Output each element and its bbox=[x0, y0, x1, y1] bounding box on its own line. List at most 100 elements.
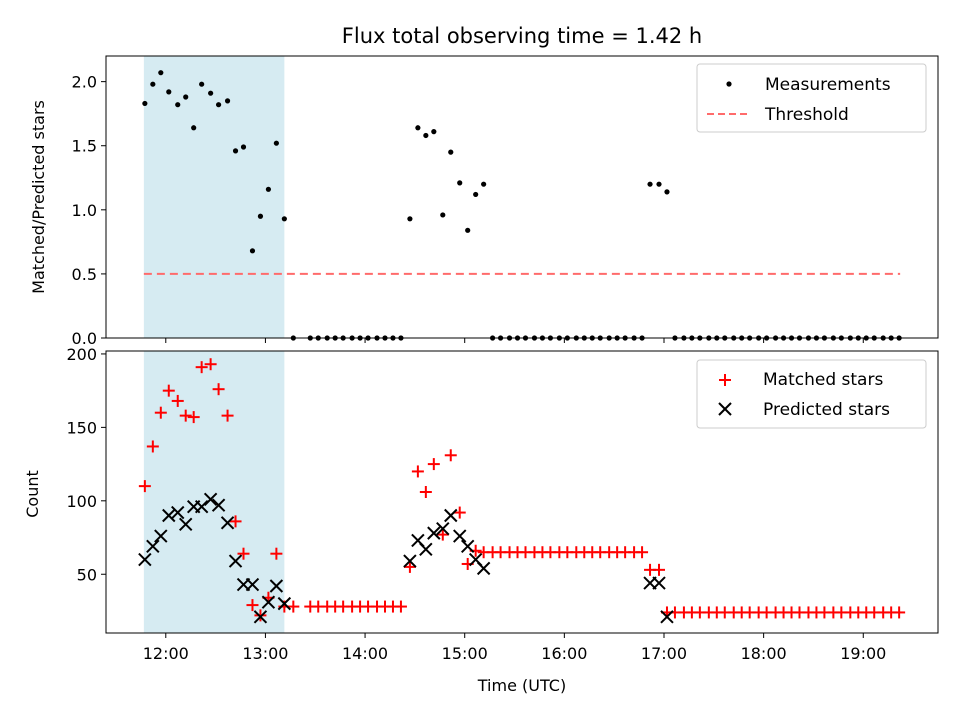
predicted-star-point bbox=[419, 542, 433, 556]
matched-star-point bbox=[187, 411, 200, 424]
predicted-star-point bbox=[427, 526, 441, 540]
predicted-star-point bbox=[444, 508, 458, 523]
legend-matched-label: Matched stars bbox=[763, 370, 883, 390]
top-legend-box bbox=[696, 63, 927, 133]
matched-star-point bbox=[411, 465, 424, 478]
measurement-point bbox=[448, 149, 454, 155]
xtick-label: 16:00 bbox=[541, 644, 587, 663]
measurement-point bbox=[465, 227, 471, 233]
matched-star-point bbox=[246, 599, 259, 612]
predicted-star-point bbox=[453, 529, 467, 543]
predicted-star-point bbox=[154, 529, 168, 543]
bottom-ytick-label: 150 bbox=[66, 418, 97, 437]
matched-star-point bbox=[146, 440, 159, 453]
xtick-label: 14:00 bbox=[342, 644, 388, 663]
predicted-star-point bbox=[162, 508, 176, 523]
predicted-star-point bbox=[228, 554, 243, 568]
measurement-point bbox=[457, 180, 463, 186]
measurement-point bbox=[175, 102, 181, 108]
measurement-point bbox=[281, 216, 287, 222]
measurement-point bbox=[407, 216, 413, 222]
xtick-label: 13:00 bbox=[242, 644, 288, 663]
matched-star-point bbox=[427, 458, 440, 471]
matched-star-point bbox=[162, 384, 175, 397]
matched-star-point bbox=[636, 546, 649, 559]
measurement-point bbox=[473, 191, 479, 198]
legend-predicted-marker bbox=[718, 402, 732, 416]
predicted-star-point bbox=[253, 610, 268, 624]
top-panel: 0.0 0.5 1.0 1.5 2.0 Flux total observing tim… bbox=[29, 24, 939, 348]
matched-star-point bbox=[893, 606, 906, 619]
legend-measurements-label: Measurements bbox=[765, 75, 891, 95]
measurement-point bbox=[656, 181, 662, 187]
matched-star-point bbox=[394, 600, 407, 613]
measurement-point bbox=[183, 94, 189, 100]
bottom-y-axis-label: Count bbox=[23, 470, 42, 518]
measurement-point bbox=[191, 125, 197, 131]
measurement-point bbox=[249, 248, 256, 254]
predicted-star-point bbox=[476, 561, 491, 576]
matched-star-point bbox=[403, 560, 416, 573]
measurement-point bbox=[150, 81, 156, 87]
bottom-panel: 50 100 150 200 12:00 13:00 14:00 15:00 16:00 17:… bbox=[23, 345, 939, 695]
predicted-star-point bbox=[203, 492, 218, 507]
top-shaded-region bbox=[143, 56, 285, 338]
measurement-point bbox=[257, 213, 264, 219]
measurement-point bbox=[224, 98, 231, 104]
top-ytick-label: 0.0 bbox=[72, 329, 97, 348]
measurement-point bbox=[142, 100, 148, 107]
matched-star-point bbox=[204, 358, 217, 371]
xtick-label: 15:00 bbox=[442, 644, 488, 663]
predicted-star-point bbox=[660, 610, 674, 624]
measurement-point bbox=[158, 70, 164, 76]
measurement-point bbox=[431, 129, 437, 135]
bottom-ytick-label: 50 bbox=[77, 565, 97, 584]
predicted-star-point bbox=[269, 579, 284, 593]
measurement-point bbox=[440, 212, 446, 218]
legend-predicted-label: Predicted stars bbox=[763, 400, 890, 420]
measurement-point bbox=[215, 102, 222, 108]
legend-matched-marker bbox=[719, 374, 731, 386]
matched-star-point bbox=[221, 409, 234, 422]
predicted-star-point bbox=[460, 539, 475, 554]
bottom-legend: Matched stars Predicted stars bbox=[696, 359, 927, 429]
measurement-point bbox=[481, 181, 487, 187]
xtick-label: 19:00 bbox=[840, 644, 886, 663]
measurement-point bbox=[166, 89, 172, 95]
matched-star-point bbox=[229, 515, 242, 528]
predicted-star-point bbox=[436, 522, 450, 536]
predicted-star-point bbox=[138, 552, 152, 567]
predicted-star-point bbox=[179, 517, 193, 532]
predicted-star-point bbox=[277, 596, 292, 611]
matched-star-point bbox=[270, 547, 283, 560]
predicted-star-point bbox=[245, 577, 260, 592]
measurement-point bbox=[664, 189, 670, 195]
xtick-label: 17:00 bbox=[641, 644, 687, 663]
top-legend: Measurements Threshold bbox=[696, 63, 927, 133]
predicted-star-point bbox=[194, 499, 209, 514]
legend-measurements-marker bbox=[726, 81, 732, 87]
matched-star-point bbox=[287, 600, 300, 613]
matched-star-point bbox=[179, 409, 192, 422]
measurement-point bbox=[423, 132, 429, 139]
predicted-star-point bbox=[220, 516, 235, 530]
measurement-point bbox=[647, 181, 653, 187]
matched-star-point bbox=[419, 486, 432, 498]
matched-star-point bbox=[444, 449, 457, 462]
predicted-star-point bbox=[261, 595, 276, 609]
matched-star-point bbox=[653, 563, 666, 576]
matched-star-point bbox=[212, 383, 225, 396]
measurement-point bbox=[240, 144, 247, 150]
measurement-point bbox=[199, 81, 205, 87]
measurement-point bbox=[208, 90, 214, 96]
top-ytick-label: 2.0 bbox=[72, 73, 97, 92]
bottom-axes-frame bbox=[105, 350, 939, 634]
chart-title: Flux total observing time = 1.42 h bbox=[342, 24, 702, 48]
measurement-point bbox=[232, 148, 239, 154]
predicted-star-point bbox=[211, 498, 226, 512]
bottom-legend-box bbox=[696, 359, 927, 429]
top-ytick-label: 1.0 bbox=[72, 201, 97, 220]
bottom-ytick-label: 200 bbox=[66, 345, 97, 364]
matched-star-point bbox=[237, 547, 250, 560]
